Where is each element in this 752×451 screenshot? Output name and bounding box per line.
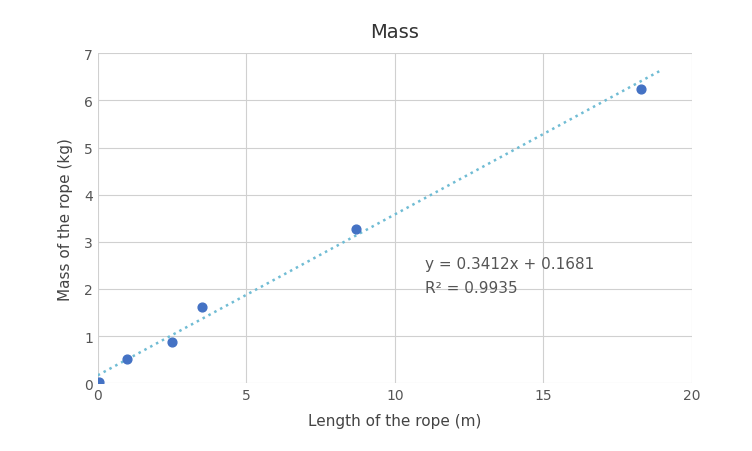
Y-axis label: Mass of the rope (kg): Mass of the rope (kg) xyxy=(58,138,73,300)
Point xyxy=(93,379,105,386)
Title: Mass: Mass xyxy=(371,23,419,41)
Point xyxy=(196,304,208,311)
Point xyxy=(635,86,647,93)
Point xyxy=(166,338,178,345)
Point xyxy=(350,226,362,233)
Text: y = 0.3412x + 0.1681: y = 0.3412x + 0.1681 xyxy=(424,257,594,272)
Point xyxy=(122,355,134,363)
X-axis label: Length of the rope (m): Length of the rope (m) xyxy=(308,413,481,428)
Text: R² = 0.9935: R² = 0.9935 xyxy=(424,281,517,295)
